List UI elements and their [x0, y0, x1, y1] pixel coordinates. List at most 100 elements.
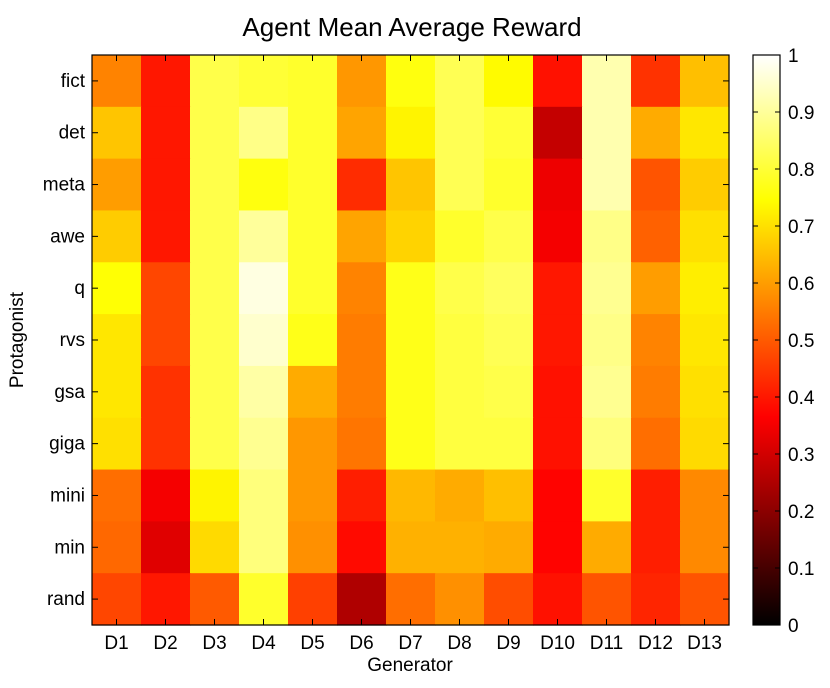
colorbar-tick-label: 0.6: [788, 274, 814, 295]
heatmap-cell-min-D5: [288, 521, 338, 574]
heatmap-cell-q-D13: [680, 262, 730, 315]
heatmap-cell-rand-D10: [533, 573, 583, 626]
heatmap-cell-rvs-D6: [337, 314, 387, 367]
heatmap-cell-min-D1: [92, 521, 142, 574]
heatmap-cell-det-D8: [435, 106, 485, 160]
heatmap-cell-meta-D13: [680, 158, 730, 212]
heatmap-cell-rand-D13: [680, 573, 730, 626]
heatmap-cell-rvs-D4: [239, 314, 289, 367]
heatmap-cell-fict-D1: [92, 55, 142, 108]
heatmap-cell-mini-D3: [190, 469, 240, 522]
heatmap-cell-gsa-D9: [484, 365, 534, 419]
heatmap-cell-giga-D12: [631, 417, 681, 471]
heatmap-cell-mini-D6: [337, 469, 387, 522]
heatmap-cell-fict-D11: [582, 55, 632, 108]
heatmap-cell-gsa-D4: [239, 365, 289, 419]
heatmap-cell-fict-D7: [386, 55, 436, 108]
heatmap-cell-det-D4: [239, 106, 289, 160]
heatmap-cell-mini-D11: [582, 469, 632, 522]
colorbar-tick-label: 0.8: [788, 160, 814, 181]
heatmap-cell-gsa-D5: [288, 365, 338, 419]
x-tick-label: D5: [300, 633, 324, 654]
heatmap-cell-fict-D4: [239, 55, 289, 108]
heatmap-cell-mini-D10: [533, 469, 583, 522]
colorbar-tick-label: 0.9: [788, 103, 814, 124]
heatmap-cell-meta-D1: [92, 158, 142, 212]
heatmap-cell-awe-D1: [92, 210, 142, 263]
x-tick-label: D12: [638, 633, 673, 654]
y-tick-label: meta: [43, 175, 86, 196]
heatmap-cell-q-D2: [141, 262, 191, 315]
heatmap-cell-min-D8: [435, 521, 485, 574]
colorbar-tick-labels: 0 0.1 0.2 0.3 0.4 0.5 0.6 0.7 0.8 0.9 1: [753, 46, 815, 637]
x-tick-label: D2: [153, 633, 177, 654]
heatmap-cell-det-D1: [92, 106, 142, 160]
y-tick-label: det: [59, 123, 86, 144]
y-tick-label: mini: [50, 485, 85, 506]
x-tick-label: D13: [687, 633, 722, 654]
heatmap-cell-gsa-D10: [533, 365, 583, 419]
heatmap-cell-fict-D6: [337, 55, 387, 108]
heatmap-cell-det-D2: [141, 106, 191, 160]
colorbar-tick-label: 0.7: [788, 217, 814, 238]
heatmap-cell-awe-D8: [435, 210, 485, 263]
heatmap-cell-gsa-D3: [190, 365, 240, 419]
heatmap-cell-awe-D12: [631, 210, 681, 263]
heatmap-cells: [92, 55, 730, 626]
heatmap-cell-gsa-D7: [386, 365, 436, 419]
heatmap-cell-rvs-D3: [190, 314, 240, 367]
heatmap-cell-rand-D6: [337, 573, 387, 626]
heatmap-cell-rvs-D2: [141, 314, 191, 367]
x-tick-label: D9: [496, 633, 520, 654]
heatmap-cell-rand-D5: [288, 573, 338, 626]
chart-title: Agent Mean Average Reward: [242, 12, 581, 42]
heatmap-cell-awe-D7: [386, 210, 436, 263]
y-tick-labels: fict det meta awe q rvs gsa giga mini min rand: [43, 71, 729, 610]
heatmap-cell-min-D6: [337, 521, 387, 574]
heatmap-cell-rvs-D12: [631, 314, 681, 367]
heatmap-cell-giga-D1: [92, 417, 142, 471]
x-tick-label: D7: [398, 633, 422, 654]
x-tick-label: D10: [540, 633, 575, 654]
heatmap-cell-min-D7: [386, 521, 436, 574]
heatmap-cell-meta-D8: [435, 158, 485, 212]
heatmap-cell-mini-D8: [435, 469, 485, 522]
heatmap-cell-awe-D10: [533, 210, 583, 263]
heatmap-cell-rvs-D13: [680, 314, 730, 367]
x-tick-label: D3: [202, 633, 226, 654]
x-axis-label: Generator: [367, 655, 453, 676]
heatmap-cell-det-D5: [288, 106, 338, 160]
heatmap-cell-q-D11: [582, 262, 632, 315]
y-tick-label: gsa: [54, 382, 85, 403]
x-tick-labels: D1 D2 D3 D4 D5 D6 D7 D8 D9 D10 D11 D12 D13: [104, 55, 722, 654]
heatmap-cell-meta-D11: [582, 158, 632, 212]
heatmap-cell-det-D7: [386, 106, 436, 160]
heatmap-cell-fict-D12: [631, 55, 681, 108]
heatmap-cell-gsa-D11: [582, 365, 632, 419]
colorbar-tick-label: 0: [788, 616, 799, 637]
heatmap-cell-meta-D9: [484, 158, 534, 212]
heatmap-cell-rvs-D9: [484, 314, 534, 367]
heatmap-cell-meta-D7: [386, 158, 436, 212]
heatmap-cell-rvs-D5: [288, 314, 338, 367]
heatmap-cell-q-D9: [484, 262, 534, 315]
heatmap-cell-fict-D3: [190, 55, 240, 108]
heatmap-cell-giga-D6: [337, 417, 387, 471]
heatmap-cell-fict-D8: [435, 55, 485, 108]
heatmap-cell-q-D7: [386, 262, 436, 315]
heatmap-cell-meta-D10: [533, 158, 583, 212]
y-tick-label: rand: [47, 589, 85, 610]
heatmap-cell-min-D11: [582, 521, 632, 574]
x-tick-label: D1: [104, 633, 128, 654]
heatmap-cell-fict-D2: [141, 55, 191, 108]
y-tick-label: q: [74, 278, 85, 299]
heatmap-cell-det-D9: [484, 106, 534, 160]
colorbar-tick-label: 0.5: [788, 331, 814, 352]
heatmap-cell-min-D3: [190, 521, 240, 574]
heatmap-cell-det-D10: [533, 106, 583, 160]
heatmap-cell-fict-D13: [680, 55, 730, 108]
heatmap-cell-q-D1: [92, 262, 142, 315]
heatmap-cell-awe-D3: [190, 210, 240, 263]
heatmap-cell-awe-D13: [680, 210, 730, 263]
